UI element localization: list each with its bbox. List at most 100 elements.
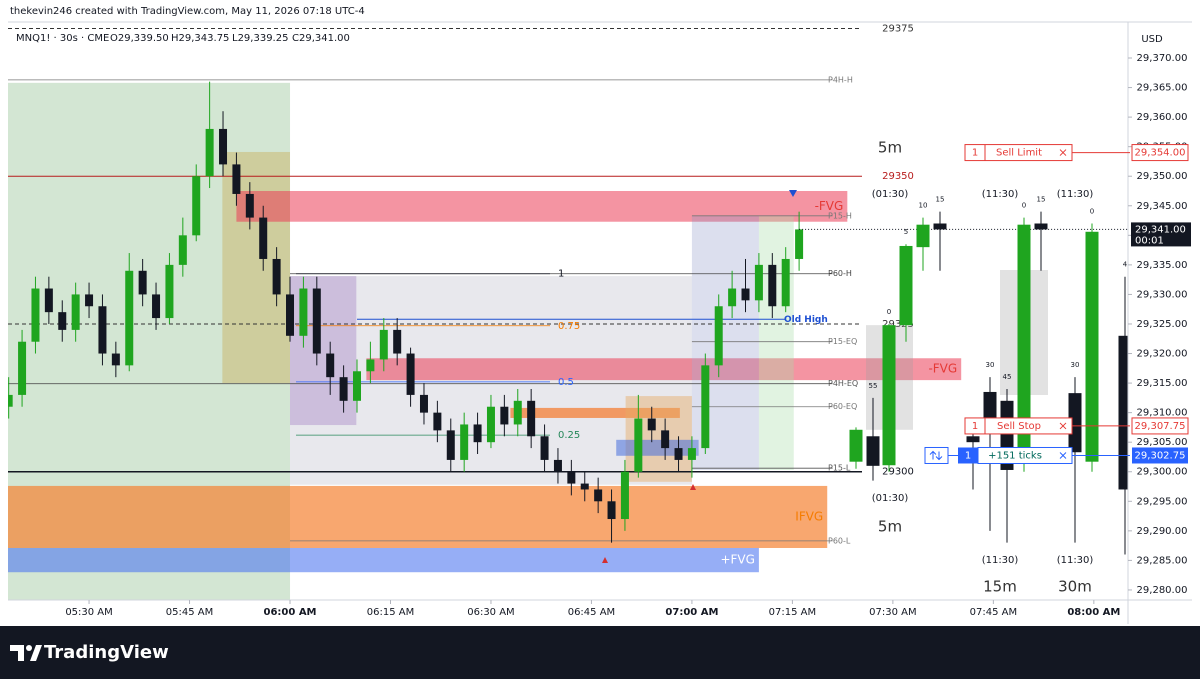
reverse-icon	[929, 450, 943, 461]
candle-body	[540, 436, 549, 460]
htf-count: 0	[1090, 208, 1094, 216]
candle-body	[647, 418, 656, 431]
current-price-label: 29,341.00	[1135, 224, 1186, 235]
candle-body	[781, 258, 790, 307]
htf-count: 4	[1123, 261, 1128, 269]
htf-count: 5	[904, 228, 908, 236]
candle-body	[245, 193, 254, 218]
candle-body	[419, 394, 428, 413]
candle-body	[661, 430, 670, 449]
level-label: P15-H	[828, 211, 852, 220]
current-price-tag	[1131, 222, 1191, 247]
marker	[690, 484, 696, 490]
fib-label: 0.25	[558, 430, 580, 441]
candle-body	[933, 223, 947, 230]
zone	[236, 190, 848, 222]
order-price-tag	[1131, 417, 1189, 435]
x-tick-label: 07:45 AM	[970, 607, 1017, 618]
logo	[10, 645, 42, 661]
position-pnl-box	[977, 446, 1073, 464]
htf-time: (11:30)	[1057, 189, 1094, 200]
htf-count: 30	[986, 361, 995, 369]
symbol: MNQ1! · 30s · CME	[16, 33, 109, 44]
candle-body	[728, 288, 737, 307]
htf-count: 30	[1071, 361, 1080, 369]
y-tick-label: 29,365.00	[1137, 83, 1188, 94]
candle-body	[1068, 393, 1082, 453]
candle-body	[899, 245, 913, 326]
order-qty: 1	[972, 421, 978, 432]
candle-body	[299, 288, 308, 336]
htf-count: 0	[1022, 202, 1026, 210]
htf-count: 15	[1037, 196, 1046, 204]
y-tick-label: 29,305.00	[1137, 437, 1188, 448]
candle-body	[486, 406, 495, 443]
currency: USD	[1141, 34, 1163, 45]
candle-body	[634, 418, 643, 472]
x-tick-label: 08:00 AM	[1067, 607, 1120, 618]
candle-body	[916, 224, 930, 248]
htf-name: 15m	[983, 578, 1017, 596]
candle-body	[339, 377, 348, 401]
candle-body	[983, 391, 997, 421]
order-box	[964, 144, 1073, 162]
candle-body	[500, 406, 509, 425]
fib-label: 0.75	[558, 321, 580, 332]
y-tick-label: 29,325.00	[1137, 319, 1188, 330]
reverse-button[interactable]	[924, 446, 949, 464]
candle-body	[674, 448, 683, 460]
y-tick-label: 29,360.00	[1137, 112, 1188, 123]
candle-body	[31, 288, 40, 342]
zone	[8, 485, 828, 548]
candle-body	[326, 353, 335, 378]
x-tick-label: 05:45 AM	[166, 607, 213, 618]
candle-body	[71, 294, 80, 330]
x-tick-label: 06:30 AM	[467, 607, 514, 618]
htf-count: 10	[919, 202, 928, 210]
candle-body	[701, 365, 710, 449]
x-tick-label: 06:00 AM	[264, 607, 317, 618]
candle-body	[192, 176, 201, 236]
candle-body	[379, 329, 388, 360]
close-icon	[1059, 149, 1067, 156]
candle-body	[460, 424, 469, 460]
candle-body	[178, 235, 187, 265]
candle-body	[8, 394, 13, 407]
candle-body	[714, 306, 723, 366]
y-tick-label: 29,320.00	[1137, 349, 1188, 360]
position-qty-box	[958, 447, 978, 464]
round-level-label: 29325	[882, 319, 914, 330]
order-price-label: 29,307.75	[1135, 421, 1186, 432]
order-qty: 1	[972, 148, 978, 159]
candle-body	[580, 483, 589, 490]
marker	[789, 190, 797, 197]
marker	[602, 557, 608, 563]
round-level-label: 29375	[882, 23, 914, 34]
candle-body	[85, 294, 94, 307]
zone	[758, 215, 794, 470]
round-level-label: 29350	[882, 171, 914, 182]
order-box	[964, 417, 1073, 435]
htf-name: 5m	[878, 139, 902, 157]
level-label: P60-L	[828, 536, 851, 545]
y-tick-label: 29,345.00	[1137, 201, 1188, 212]
htf-time: (11:30)	[982, 189, 1019, 200]
y-tick-label: 29,285.00	[1137, 555, 1188, 566]
zone	[8, 547, 759, 573]
y-tick-label: 29,310.00	[1137, 408, 1188, 419]
y-tick-label: 29,290.00	[1137, 526, 1188, 537]
candle-body	[152, 294, 161, 319]
htf-name: 30m	[1058, 578, 1092, 596]
candle-body	[406, 353, 415, 395]
ohlc-low: L29,339.25	[232, 33, 288, 44]
ohlc-close: C29,341.00	[292, 33, 350, 44]
candle-body	[232, 164, 241, 194]
position-pnl: +151 ticks	[988, 450, 1042, 461]
htf-count: 55	[869, 382, 878, 390]
level-label: P4H-EQ	[828, 379, 858, 388]
candle-body	[966, 436, 980, 443]
htf-name: 5m	[878, 518, 902, 536]
y-tick-label: 29,280.00	[1137, 585, 1188, 596]
candle-body	[473, 424, 482, 443]
candle-body	[446, 430, 455, 460]
